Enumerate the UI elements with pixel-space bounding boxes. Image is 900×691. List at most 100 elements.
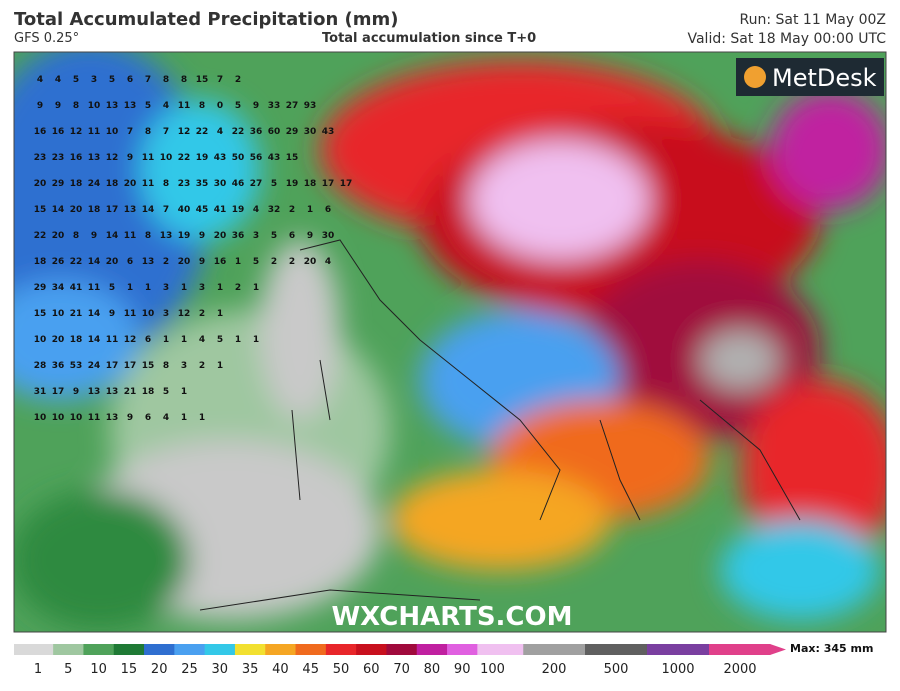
grid-value: 17 xyxy=(340,179,353,189)
grid-value: 17 xyxy=(106,205,119,215)
grid-value: 6 xyxy=(145,335,151,345)
colorbar-label: 20 xyxy=(151,662,168,677)
precip-field xyxy=(14,52,886,632)
colorbar-segment xyxy=(477,644,524,655)
grid-value: 5 xyxy=(271,231,277,241)
colorbar-label: 2000 xyxy=(723,662,756,677)
grid-value: 23 xyxy=(34,153,47,163)
grid-value: 14 xyxy=(88,257,101,267)
colorbar-label: 25 xyxy=(181,662,198,677)
grid-value: 32 xyxy=(268,205,281,215)
colorbar-label: 100 xyxy=(480,662,505,677)
colorbar-segment xyxy=(647,644,710,655)
grid-value: 7 xyxy=(127,127,133,137)
grid-value: 13 xyxy=(106,387,119,397)
grid-value: 7 xyxy=(217,75,223,85)
grid-value: 18 xyxy=(70,335,83,345)
grid-value: 10 xyxy=(52,309,65,319)
grid-value: 2 xyxy=(271,257,277,267)
grid-value: 12 xyxy=(178,309,191,319)
colorbar-label: 80 xyxy=(424,662,441,677)
colorbar-segment xyxy=(14,644,54,655)
grid-value: 45 xyxy=(196,205,209,215)
grid-value: 5 xyxy=(109,75,115,85)
grid-value: 0 xyxy=(217,101,223,111)
colorbar-segment xyxy=(83,644,115,655)
grid-value: 9 xyxy=(109,309,115,319)
grid-value: 27 xyxy=(286,101,299,111)
grid-value: 12 xyxy=(106,153,119,163)
colorbar-segment xyxy=(265,644,297,655)
grid-value: 60 xyxy=(268,127,281,137)
colorbar-label: 5 xyxy=(64,662,72,677)
grid-value: 14 xyxy=(88,309,101,319)
colorbar-label: 35 xyxy=(242,662,259,677)
grid-value: 23 xyxy=(178,179,191,189)
grid-value: 6 xyxy=(127,257,133,267)
grid-value: 3 xyxy=(163,309,169,319)
grid-value: 18 xyxy=(88,205,101,215)
grid-value: 30 xyxy=(304,127,317,137)
grid-value: 41 xyxy=(214,205,227,215)
grid-value: 36 xyxy=(52,361,65,371)
grid-value: 12 xyxy=(70,127,83,137)
grid-value: 20 xyxy=(34,179,47,189)
grid-value: 3 xyxy=(199,283,205,293)
grid-value: 26 xyxy=(52,257,65,267)
model: GFS 0.25° xyxy=(14,31,80,46)
grid-value: 9 xyxy=(307,231,313,241)
logo: MetDesk xyxy=(772,64,877,92)
grid-value: 1 xyxy=(253,335,259,345)
grid-value: 10 xyxy=(34,413,47,423)
grid-value: 15 xyxy=(196,75,209,85)
grid-value: 1 xyxy=(181,283,187,293)
colorbar-segment xyxy=(386,644,418,655)
grid-value: 19 xyxy=(196,153,209,163)
grid-value: 10 xyxy=(52,413,65,423)
grid-value: 8 xyxy=(181,75,187,85)
watermark: WXCHARTS.COM xyxy=(331,602,572,632)
colorbar-label: 10 xyxy=(90,662,107,677)
grid-value: 1 xyxy=(235,335,241,345)
valid: Valid: Sat 18 May 00:00 UTC xyxy=(687,31,886,47)
grid-value: 8 xyxy=(163,179,169,189)
colorbar-label: 70 xyxy=(393,662,410,677)
grid-value: 11 xyxy=(142,179,155,189)
colorbar-label: 1000 xyxy=(661,662,694,677)
grid-value: 18 xyxy=(142,387,155,397)
colorbar-label: 30 xyxy=(212,662,229,677)
colorbar-label: 50 xyxy=(333,662,350,677)
grid-value: 9 xyxy=(127,413,133,423)
grid-value: 16 xyxy=(34,127,47,137)
grid-value: 56 xyxy=(250,153,263,163)
grid-value: 43 xyxy=(214,153,227,163)
grid-value: 10 xyxy=(88,101,101,111)
grid-value: 1 xyxy=(181,413,187,423)
grid-value: 31 xyxy=(34,387,47,397)
colorbar-label: 1 xyxy=(34,662,42,677)
colorbar-segment xyxy=(144,644,175,655)
max-value: Max: 345 mm xyxy=(790,642,873,655)
grid-value: 13 xyxy=(124,205,137,215)
grid-value: 1 xyxy=(217,361,223,371)
grid-value: 6 xyxy=(325,205,331,215)
grid-value: 8 xyxy=(73,101,79,111)
grid-value: 6 xyxy=(145,413,151,423)
grid-value: 20 xyxy=(106,257,119,267)
grid-value: 6 xyxy=(289,231,295,241)
grid-value: 43 xyxy=(268,153,281,163)
grid-value: 22 xyxy=(70,257,83,267)
grid-value: 1 xyxy=(199,413,205,423)
grid-value: 36 xyxy=(250,127,263,137)
grid-value: 5 xyxy=(253,257,259,267)
grid-value: 10 xyxy=(70,413,83,423)
grid-value: 27 xyxy=(250,179,263,189)
colorbar-segment xyxy=(53,644,84,655)
grid-value: 7 xyxy=(145,75,151,85)
grid-value: 23 xyxy=(52,153,65,163)
grid-value: 11 xyxy=(88,413,101,423)
grid-value: 8 xyxy=(199,101,205,111)
grid-value: 30 xyxy=(322,231,335,241)
grid-value: 10 xyxy=(142,309,155,319)
grid-value: 20 xyxy=(214,231,227,241)
